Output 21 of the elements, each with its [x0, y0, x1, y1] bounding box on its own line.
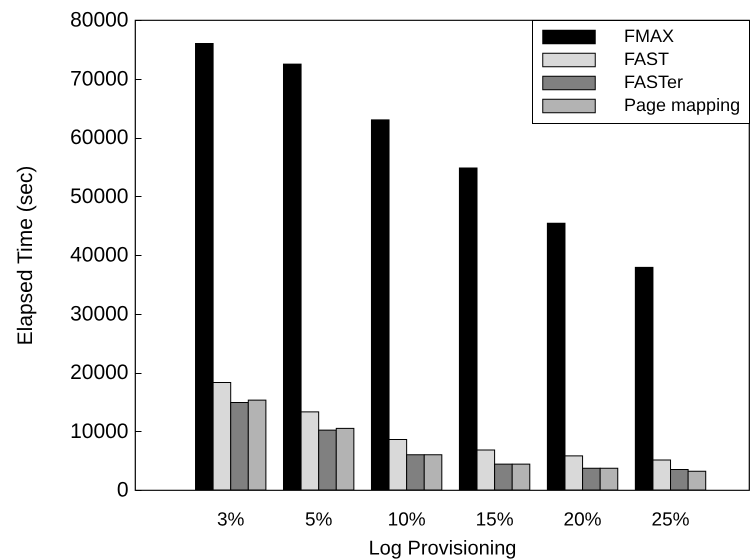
x-tick-label: 5% [304, 510, 333, 530]
y-axis-title: Elapsed Time (sec) [14, 166, 38, 346]
x-tick-label: 10% [388, 510, 426, 530]
legend-label: FAST [624, 49, 670, 69]
x-tick-label: 15% [476, 510, 514, 530]
x-tick-label: 3% [216, 510, 245, 530]
y-tick-label: 50000 [70, 184, 128, 208]
legend-label: FASTer [624, 72, 684, 92]
legend-label: FMAX [624, 26, 674, 46]
y-tick-label: 10000 [70, 420, 128, 443]
y-tick-label: 60000 [70, 126, 128, 149]
legend-label: Page mapping [624, 95, 740, 115]
y-tick-label: 30000 [70, 302, 128, 326]
x-tick-label: 20% [564, 510, 602, 530]
y-tick-label: 40000 [70, 244, 128, 266]
y-tick-label: 70000 [70, 67, 128, 90]
x-tick-label: 25% [652, 510, 690, 530]
y-tick-label: 0 [116, 478, 128, 502]
x-axis-title: Log Provisioning [368, 538, 516, 559]
y-tick-label: 20000 [70, 361, 128, 384]
y-tick-label: 80000 [70, 8, 128, 32]
